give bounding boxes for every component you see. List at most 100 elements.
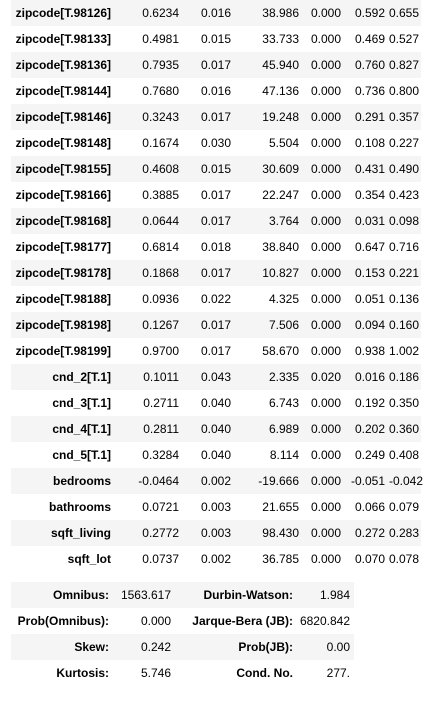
- ci-lower-cell: 0.016: [345, 364, 389, 390]
- t-value-cell: 10.827: [235, 260, 303, 286]
- p-value-cell: 0.000: [303, 390, 345, 416]
- table-row: zipcode[T.98178] 0.1868 0.017 10.827 0.000 0.…: [11, 260, 421, 286]
- t-value-cell: 8.114: [235, 442, 303, 468]
- table-row: cnd_2[T.1] 0.1011 0.043 2.335 0.020 0.016 0.18…: [11, 364, 421, 390]
- t-value-cell: 2.335: [235, 364, 303, 390]
- std-err-cell: 0.040: [183, 416, 235, 442]
- p-value-cell: 0.000: [303, 468, 345, 494]
- p-value-cell: 0.000: [303, 26, 345, 52]
- t-value-cell: 33.733: [235, 26, 303, 52]
- t-value-cell: 21.655: [235, 494, 303, 520]
- coef-cell: -0.0464: [117, 468, 183, 494]
- std-err-cell: 0.017: [183, 312, 235, 338]
- ci-upper-cell: 0.360: [389, 416, 421, 442]
- table-row: sqft_lot 0.0737 0.002 36.785 0.000 0.070 0.078: [11, 546, 421, 572]
- coef-cell: 0.2772: [117, 520, 183, 546]
- table-row: cnd_5[T.1] 0.3284 0.040 8.114 0.000 0.249 0.40…: [11, 442, 421, 468]
- std-err-cell: 0.017: [183, 104, 235, 130]
- stat-label: Kurtosis:: [11, 660, 113, 686]
- table-row: sqft_living 0.2772 0.003 98.430 0.000 0.272 0.…: [11, 520, 421, 546]
- ci-upper-cell: 0.408: [389, 442, 421, 468]
- ci-upper-cell: 0.227: [389, 130, 421, 156]
- row-label: zipcode[T.98144]: [11, 78, 117, 104]
- ci-lower-cell: 0.249: [345, 442, 389, 468]
- ci-lower-cell: 0.202: [345, 416, 389, 442]
- row-label: zipcode[T.98146]: [11, 104, 117, 130]
- row-label: sqft_lot: [11, 546, 117, 572]
- ci-lower-cell: 0.938: [345, 338, 389, 364]
- ci-lower-cell: 0.051: [345, 286, 389, 312]
- table-row: zipcode[T.98168] 0.0644 0.017 3.764 0.000 0.0…: [11, 208, 421, 234]
- std-err-cell: 0.040: [183, 390, 235, 416]
- table-row: zipcode[T.98148] 0.1674 0.030 5.504 0.000 0.1…: [11, 130, 421, 156]
- coef-cell: 0.3284: [117, 442, 183, 468]
- ci-lower-cell: 0.760: [345, 52, 389, 78]
- t-value-cell: 22.247: [235, 182, 303, 208]
- std-err-cell: 0.017: [183, 182, 235, 208]
- coefficient-table-body: zipcode[T.98126] 0.6234 0.016 38.986 0.000 0.…: [11, 0, 423, 572]
- coef-cell: 0.1674: [117, 130, 183, 156]
- row-label: bathrooms: [11, 494, 117, 520]
- std-err-cell: 0.017: [183, 208, 235, 234]
- ci-upper-cell: 0.078: [389, 546, 421, 572]
- p-value-cell: 0.000: [303, 338, 345, 364]
- p-value-cell: 0.000: [303, 182, 345, 208]
- ci-upper-cell: 0.357: [389, 104, 421, 130]
- row-label: sqft_living: [11, 520, 117, 546]
- table-row: cnd_3[T.1] 0.2711 0.040 6.743 0.000 0.192 0.35…: [11, 390, 421, 416]
- ci-upper-cell: 0.221: [389, 260, 421, 286]
- ci-upper-cell: 0.136: [389, 286, 421, 312]
- p-value-cell: 0.000: [303, 416, 345, 442]
- table-row: zipcode[T.98136] 0.7935 0.017 45.940 0.000 0.…: [11, 52, 421, 78]
- std-err-cell: 0.015: [183, 26, 235, 52]
- coef-cell: 0.7680: [117, 78, 183, 104]
- ci-lower-cell: 0.108: [345, 130, 389, 156]
- std-err-cell: 0.002: [183, 546, 235, 572]
- t-value-cell: 38.986: [235, 0, 303, 26]
- ci-upper-cell: 0.655: [389, 0, 421, 26]
- ci-lower-cell: -0.051: [345, 468, 389, 494]
- stat-label: Jarque-Bera (JB):: [175, 608, 297, 634]
- p-value-cell: 0.000: [303, 442, 345, 468]
- coef-cell: 0.3885: [117, 182, 183, 208]
- table-row: cnd_4[T.1] 0.2811 0.040 6.989 0.000 0.202 0.36…: [11, 416, 421, 442]
- std-err-cell: 0.017: [183, 260, 235, 286]
- ci-lower-cell: 0.736: [345, 78, 389, 104]
- ci-lower-cell: 0.272: [345, 520, 389, 546]
- t-value-cell: 98.430: [235, 520, 303, 546]
- coef-cell: 0.4608: [117, 156, 183, 182]
- p-value-cell: 0.000: [303, 260, 345, 286]
- table-row: zipcode[T.98198] 0.1267 0.017 7.506 0.000 0.0…: [11, 312, 421, 338]
- ci-upper-cell: 0.423: [389, 182, 421, 208]
- ci-upper-cell: 0.186: [389, 364, 421, 390]
- std-err-cell: 0.002: [183, 468, 235, 494]
- table-row: zipcode[T.98177] 0.6814 0.018 38.840 0.000 0.…: [11, 234, 421, 260]
- ci-lower-cell: 0.192: [345, 390, 389, 416]
- table-row: zipcode[T.98155] 0.4608 0.015 30.609 0.000 0.…: [11, 156, 421, 182]
- row-label: zipcode[T.98133]: [11, 26, 117, 52]
- table-row: zipcode[T.98144] 0.7680 0.016 47.136 0.000 0.…: [11, 78, 421, 104]
- ci-upper-cell: 0.079: [389, 494, 421, 520]
- table-row: zipcode[T.98188] 0.0936 0.022 4.325 0.000 0.0…: [11, 286, 421, 312]
- p-value-cell: 0.000: [303, 286, 345, 312]
- stat-value: 0.242: [113, 634, 175, 660]
- p-value-cell: 0.000: [303, 52, 345, 78]
- ci-upper-cell: 0.716: [389, 234, 421, 260]
- t-value-cell: 36.785: [235, 546, 303, 572]
- std-err-cell: 0.030: [183, 130, 235, 156]
- table-row: bedrooms -0.0464 0.002 -19.666 0.000 -0.051 -0…: [11, 468, 423, 494]
- row-label: zipcode[T.98168]: [11, 208, 117, 234]
- coef-cell: 0.6814: [117, 234, 183, 260]
- stat-value: 1.984: [297, 582, 354, 608]
- t-value-cell: 45.940: [235, 52, 303, 78]
- coef-cell: 0.9700: [117, 338, 183, 364]
- stat-label: Durbin-Watson:: [175, 582, 297, 608]
- std-err-cell: 0.003: [183, 520, 235, 546]
- row-label: zipcode[T.98199]: [11, 338, 117, 364]
- coef-cell: 0.0936: [117, 286, 183, 312]
- table-row: zipcode[T.98199] 0.9700 0.017 58.670 0.000 0.…: [11, 338, 421, 364]
- t-value-cell: 6.989: [235, 416, 303, 442]
- row-label: zipcode[T.98198]: [11, 312, 117, 338]
- t-value-cell: 19.248: [235, 104, 303, 130]
- p-value-cell: 0.000: [303, 156, 345, 182]
